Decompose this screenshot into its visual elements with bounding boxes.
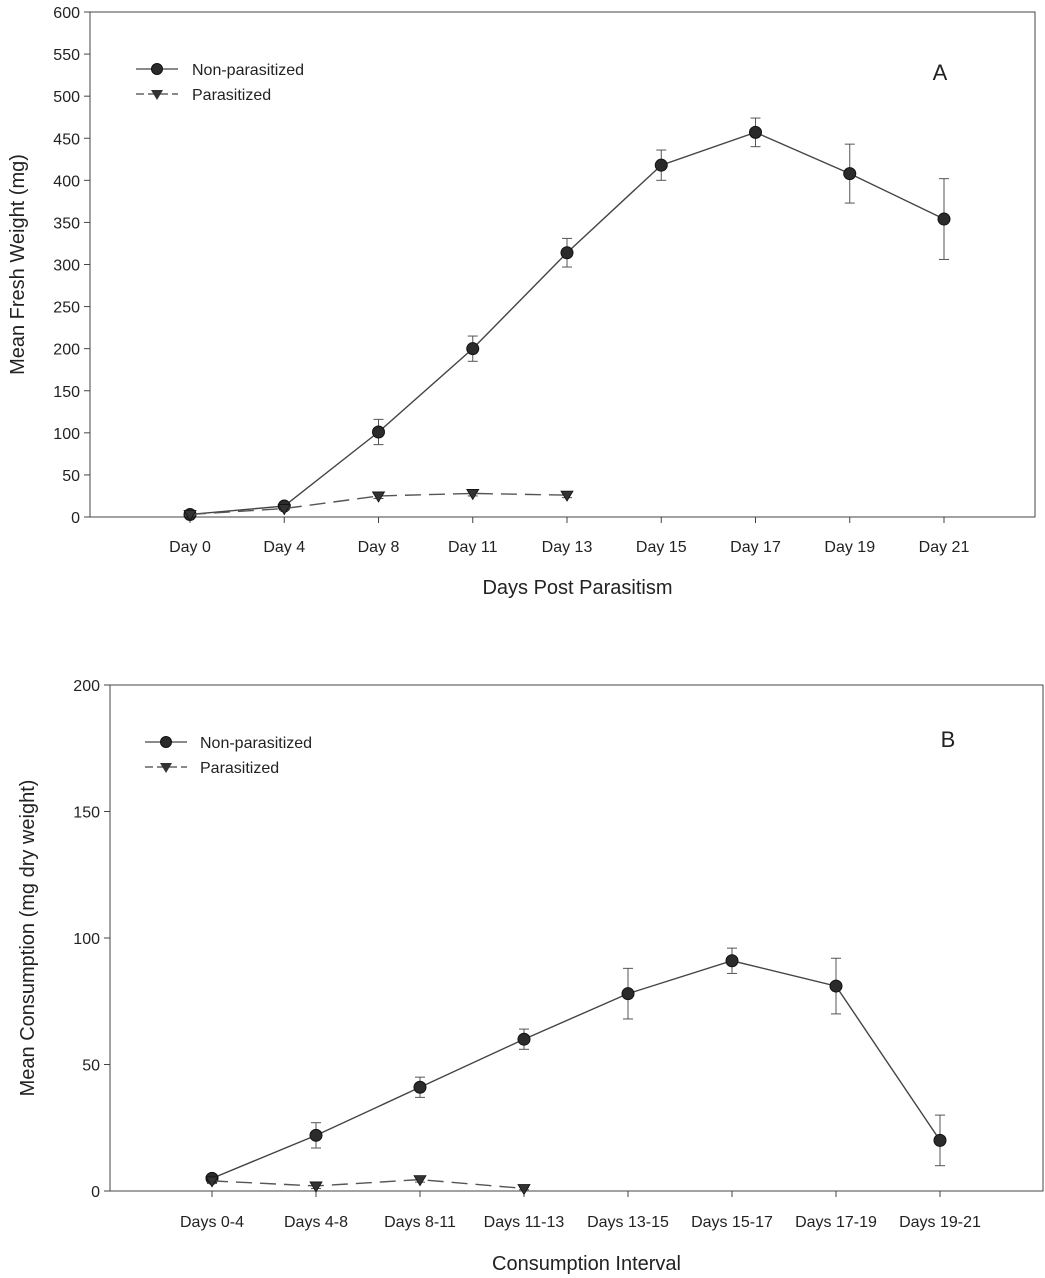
legend-label: Parasitized [192, 87, 271, 104]
y-axis-title: Mean Consumption (mg dry weight) [17, 780, 39, 1097]
data-point-parasitized [517, 1184, 531, 1196]
y-tick-label: 450 [53, 131, 80, 148]
y-tick-label: 200 [53, 342, 80, 359]
x-tick-label: Day 4 [263, 539, 305, 556]
data-point-non-parasitized [829, 979, 843, 993]
data-point-parasitized [205, 1176, 219, 1188]
data-point-non-parasitized [937, 212, 951, 226]
legend-label: Parasitized [200, 760, 279, 777]
data-point-non-parasitized [517, 1032, 531, 1046]
legend-marker-triangle [151, 90, 163, 100]
x-tick-label: Days 11-13 [484, 1214, 565, 1231]
series-line-non-parasitized [189, 131, 945, 516]
y-tick-label: 250 [53, 300, 80, 317]
data-point-parasitized [371, 491, 386, 503]
x-tick-label: Day 21 [919, 539, 970, 556]
y-tick-label: 0 [71, 510, 80, 527]
y-tick-label: 150 [73, 805, 100, 822]
y-tick-label: 500 [53, 89, 80, 106]
y-axis-title: Mean Fresh Weight (mg) [7, 154, 29, 375]
data-point-non-parasitized [560, 246, 574, 260]
x-tick-label: Days 15-17 [691, 1214, 773, 1231]
y-tick-label: 400 [53, 173, 80, 190]
legend-label: Non-parasitized [192, 62, 304, 79]
data-point-non-parasitized [843, 167, 857, 181]
data-point-parasitized [309, 1181, 323, 1193]
data-point-non-parasitized [654, 158, 668, 172]
y-tick-label: 550 [53, 47, 80, 64]
data-point-non-parasitized [466, 342, 480, 356]
series-line-parasitized [189, 492, 568, 516]
y-tick-label: 50 [82, 1058, 100, 1075]
x-tick-label: Day 0 [169, 539, 211, 556]
y-tick-label: 0 [91, 1184, 100, 1201]
legend-marker-circle [151, 63, 163, 75]
x-tick-label: Day 8 [358, 539, 400, 556]
y-tick-label: 300 [53, 258, 80, 275]
y-tick-label: 350 [53, 215, 80, 232]
panel-label: B [941, 727, 956, 752]
x-axis-title: Days Post Parasitism [482, 577, 672, 599]
data-point-non-parasitized [621, 987, 635, 1001]
data-point-non-parasitized [309, 1128, 323, 1142]
series-line-parasitized [211, 1178, 525, 1190]
x-tick-label: Days 13-15 [587, 1214, 669, 1231]
data-point-parasitized [183, 510, 197, 522]
y-tick-label: 150 [53, 384, 80, 401]
x-axis-title: Consumption Interval [492, 1253, 681, 1275]
data-point-non-parasitized [413, 1080, 427, 1094]
x-tick-label: Day 11 [448, 539, 498, 556]
x-tick-label: Days 17-19 [795, 1214, 877, 1231]
data-point-parasitized [560, 490, 574, 502]
data-point-non-parasitized [933, 1133, 947, 1147]
data-point-parasitized [466, 489, 480, 501]
legend-marker-circle [160, 736, 172, 748]
x-tick-label: Days 19-21 [899, 1214, 981, 1231]
y-tick-label: 200 [73, 678, 100, 695]
x-tick-label: Days 4-8 [284, 1214, 348, 1231]
y-tick-label: 50 [62, 468, 80, 485]
x-tick-label: Days 8-11 [384, 1214, 456, 1231]
data-point-non-parasitized [725, 954, 739, 968]
y-tick-label: 600 [53, 5, 80, 22]
x-tick-label: Day 17 [730, 539, 781, 556]
data-point-parasitized [413, 1175, 427, 1187]
y-tick-label: 100 [73, 931, 100, 948]
x-tick-label: Day 15 [636, 539, 687, 556]
data-point-parasitized [277, 504, 291, 516]
series-line-non-parasitized [211, 960, 941, 1179]
legend-label: Non-parasitized [200, 735, 312, 752]
x-tick-label: Day 13 [542, 539, 593, 556]
x-tick-label: Day 19 [824, 539, 875, 556]
panel-label: A [933, 60, 948, 85]
data-point-non-parasitized [749, 125, 762, 139]
y-tick-label: 100 [53, 426, 80, 443]
legend-marker-triangle [160, 763, 172, 773]
x-tick-label: Days 0-4 [180, 1214, 244, 1231]
data-point-non-parasitized [372, 425, 385, 439]
